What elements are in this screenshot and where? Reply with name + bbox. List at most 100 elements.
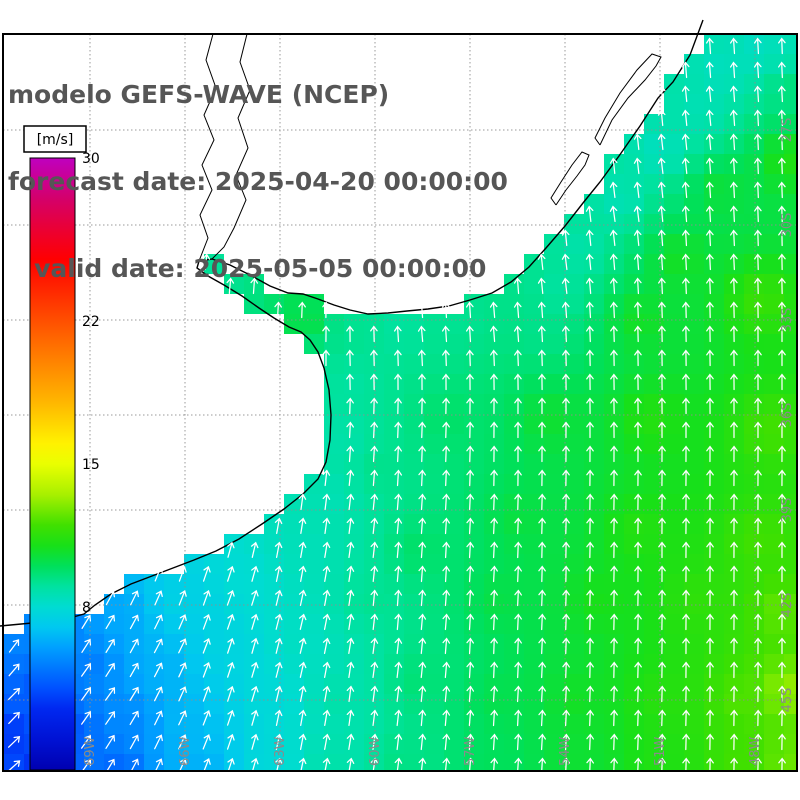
wind-arrow xyxy=(562,733,570,751)
wind-speed-cell xyxy=(684,654,704,674)
wind-speed-cell xyxy=(744,114,764,134)
wind-arrow xyxy=(442,445,450,463)
longitude-label: 60W xyxy=(368,736,383,766)
wind-speed-cell xyxy=(464,374,484,394)
wind-speed-cell xyxy=(224,574,244,594)
wind-speed-cell xyxy=(664,134,684,154)
wind-arrow xyxy=(754,253,762,271)
wind-arrow xyxy=(538,685,546,703)
wind-speed-cell xyxy=(604,554,624,574)
wind-speed-cell xyxy=(524,594,544,614)
wind-speed-cell xyxy=(384,394,404,414)
wind-speed-cell xyxy=(284,294,304,314)
colorbar: [m/s] 30 22 15 8 xyxy=(23,125,100,771)
wind-speed-cell xyxy=(204,654,224,674)
wind-arrow xyxy=(706,493,714,511)
wind-arrow xyxy=(298,709,307,727)
wind-speed-cell xyxy=(584,694,604,714)
wind-arrow xyxy=(705,181,714,199)
wind-speed-cell xyxy=(644,414,664,434)
wind-speed-cell xyxy=(124,754,144,771)
wind-speed-cell xyxy=(644,554,664,574)
wind-arrow xyxy=(81,711,92,725)
wind-speed-cell xyxy=(624,594,644,614)
wind-speed-cell xyxy=(724,554,744,574)
wind-speed-cell xyxy=(544,474,564,494)
wind-speed-cell xyxy=(664,334,684,354)
wind-speed-cell xyxy=(264,754,284,771)
wind-speed-cell xyxy=(784,194,797,214)
wind-speed-cell xyxy=(384,634,404,654)
wind-arrow xyxy=(490,637,498,655)
wind-speed-cell xyxy=(544,674,564,694)
longitude-label: 48W xyxy=(748,736,763,766)
wind-arrow xyxy=(634,373,642,391)
wind-arrow xyxy=(178,614,187,630)
wind-speed-cell xyxy=(644,674,664,694)
wind-arrow xyxy=(226,589,235,606)
wind-arrow xyxy=(562,349,570,367)
wind-arrow xyxy=(394,493,403,511)
wind-speed-cell xyxy=(144,634,164,654)
wind-arrow xyxy=(8,639,20,653)
wind-arrow xyxy=(394,637,403,655)
wind-speed-cell xyxy=(404,474,424,494)
wind-speed-cell xyxy=(324,354,344,374)
wind-speed-cell xyxy=(504,274,524,294)
wind-speed-cell xyxy=(144,754,164,771)
wind-arrow xyxy=(466,541,474,559)
wind-arrow xyxy=(778,661,786,679)
wind-speed-cell xyxy=(264,694,284,714)
wind-speed-cell xyxy=(224,734,244,754)
wind-speed-cell xyxy=(204,594,224,614)
wind-arrow xyxy=(754,493,762,511)
wind-arrow xyxy=(561,277,570,295)
wind-arrow xyxy=(418,709,427,727)
wind-arrow xyxy=(754,613,762,631)
wind-speed-cell xyxy=(284,654,304,674)
wind-arrow xyxy=(562,613,570,631)
wind-speed-cell xyxy=(704,274,724,294)
wind-speed-cell xyxy=(204,734,224,754)
wind-speed-cell xyxy=(544,554,564,574)
wind-arrow xyxy=(730,229,738,247)
wind-arrow xyxy=(227,661,235,678)
wind-speed-cell xyxy=(764,694,784,714)
wind-arrow xyxy=(513,325,522,343)
wind-speed-cell xyxy=(684,754,704,771)
wind-arrow xyxy=(610,685,618,703)
wind-speed-cell xyxy=(624,694,644,714)
wind-speed-cell xyxy=(604,454,624,474)
wind-speed-cell xyxy=(684,394,704,414)
longitude-labels: 69W 66W 63W 60W 57W 54W 51W 48W xyxy=(83,736,763,766)
wind-arrow xyxy=(538,373,546,391)
wind-speed-cell xyxy=(764,34,784,54)
wind-speed-cell xyxy=(624,374,644,394)
wind-speed-cell xyxy=(764,594,784,614)
wind-arrow xyxy=(490,661,498,679)
wind-speed-cell xyxy=(564,614,584,634)
wind-speed-cell xyxy=(624,674,644,694)
wind-speed-cell xyxy=(644,714,664,734)
wind-speed-cell xyxy=(344,454,364,474)
wind-arrow xyxy=(322,325,330,343)
wind-speed-cell xyxy=(364,714,384,734)
colorbar-tick-label: 8 xyxy=(82,600,91,616)
wind-arrow xyxy=(705,109,714,127)
wind-arrow xyxy=(586,541,594,559)
wind-arrow xyxy=(538,661,546,679)
wind-arrow xyxy=(153,662,163,678)
wind-speed-cell xyxy=(664,554,684,574)
wind-arrow xyxy=(105,662,116,677)
wind-arrow xyxy=(634,421,642,439)
wind-speed-cell xyxy=(524,634,544,654)
wind-arrow xyxy=(418,397,426,415)
wind-speed-cell xyxy=(424,374,444,394)
wind-arrows-layer xyxy=(7,37,786,775)
wind-speed-cell xyxy=(584,454,604,474)
latitude-label: 45S xyxy=(780,688,795,713)
wind-speed-cell xyxy=(784,354,797,374)
wind-speed-cell xyxy=(384,474,404,494)
wind-speed-cell xyxy=(284,674,304,694)
